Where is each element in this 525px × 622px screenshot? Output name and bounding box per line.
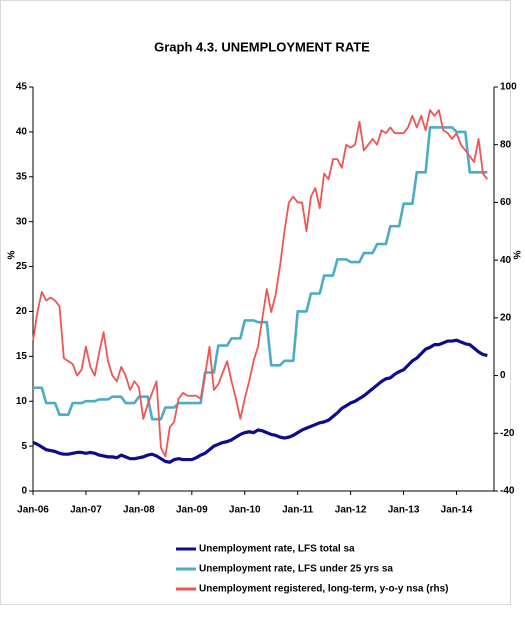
y2-tick-label: 20 <box>500 312 512 323</box>
x-tick-label: Jan-09 <box>176 505 208 516</box>
y-tick-label: 40 <box>16 127 28 138</box>
series-line <box>32 338 488 464</box>
x-tick-label: Jan-07 <box>70 505 102 516</box>
legend-label: Unemployment rate, LFS under 25 yrs sa <box>199 564 393 575</box>
legend-label: Unemployment rate, LFS total sa <box>199 544 355 555</box>
series-line <box>33 126 488 421</box>
chart-title: Graph 4.3. UNEMPLOYMENT RATE <box>154 39 370 54</box>
x-tick-label: Jan-12 <box>335 505 367 516</box>
x-tick-label: Jan-14 <box>441 505 473 516</box>
y2-tick-label: 0 <box>500 370 506 381</box>
chart-frame <box>0 0 511 605</box>
x-tick-label: Jan-11 <box>282 505 314 516</box>
y-tick-label: 45 <box>16 82 28 93</box>
legend-label: Unemployment registered, long-term, y-o-… <box>199 584 449 595</box>
y-tick-label: 15 <box>16 351 28 362</box>
y2-tick-label: 100 <box>500 82 517 93</box>
y-tick-label: 20 <box>16 306 28 317</box>
y-axis-label: % <box>7 250 18 259</box>
y2-tick-label: 60 <box>500 197 512 208</box>
y2-tick-label: 80 <box>500 139 512 150</box>
x-tick-label: Jan-10 <box>229 505 261 516</box>
y2-axis-label: % <box>510 251 521 260</box>
y-tick-label: 25 <box>16 261 28 272</box>
x-tick-label: Jan-06 <box>17 505 49 516</box>
y-tick-label: 5 <box>21 441 27 452</box>
series-line <box>32 109 489 458</box>
y2-tick-label: -20 <box>500 428 515 439</box>
x-tick-label: Jan-13 <box>388 505 420 516</box>
y2-tick-label: 40 <box>500 255 512 266</box>
x-tick-label: Jan-08 <box>123 505 155 516</box>
y2-tick-label: -40 <box>500 486 515 497</box>
y-tick-label: 35 <box>16 171 28 182</box>
y-tick-label: 0 <box>21 486 27 497</box>
y-tick-label: 10 <box>16 396 28 407</box>
y-tick-label: 30 <box>16 216 28 227</box>
